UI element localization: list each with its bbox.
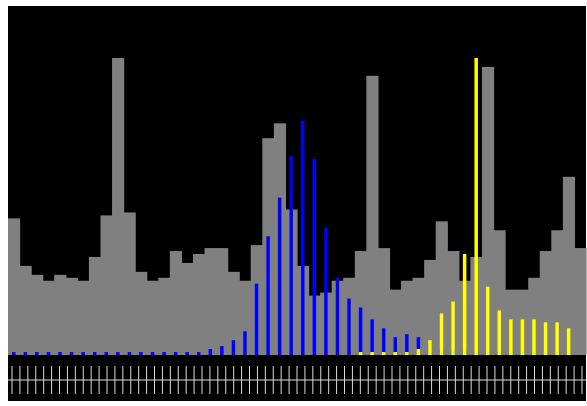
blue-bar-18 [220,346,224,355]
gray-bar-46 [539,251,552,355]
gray-bar-11 [135,271,148,355]
gray-bar-0 [8,218,21,355]
yellow-bar-47 [555,322,559,355]
gray-bar-49 [574,248,587,355]
blue-bar-32 [381,328,386,355]
blue-bar-5 [69,352,74,355]
blue-bar-23 [277,197,282,355]
blue-bar-20 [243,331,247,355]
yellow-bar-40 [474,58,478,355]
gray-bar-19 [227,271,240,355]
yellow-bar-31 [370,352,374,355]
gray-bar-17 [204,248,217,355]
gray-bar-33 [389,289,402,355]
blue-bar-13 [162,352,166,355]
yellow-bar-35 [416,349,421,355]
blue-bar-35 [416,337,421,355]
blue-bar-0 [12,352,16,355]
blue-bar-8 [104,352,108,355]
blue-bar-14 [173,352,178,355]
blue-bar-11 [139,352,143,355]
blue-bar-28 [335,277,340,355]
gray-bar-30 [354,251,367,355]
blue-bar-17 [208,349,213,355]
gray-bar-12 [146,280,159,355]
gray-bar-37 [435,221,448,355]
blue-bar-24 [289,156,293,355]
gray-bar-45 [528,277,541,355]
gray-bar-42 [493,230,506,355]
blue-bar-10 [127,352,132,355]
yellow-bar-45 [532,319,536,355]
yellow-bar-30 [358,352,363,355]
blue-bar-21 [254,283,259,355]
blue-bar-15 [185,352,189,355]
blue-bar-29 [347,298,351,355]
yellow-series-layer [358,58,571,355]
yellow-bar-43 [509,319,513,355]
blue-bar-9 [116,352,120,355]
blue-bar-30 [358,307,363,355]
gray-bar-5 [65,277,78,355]
yellow-bar-34 [405,352,409,355]
gray-bar-2 [31,274,44,355]
gray-bar-48 [562,176,576,355]
gray-bar-10 [123,212,136,355]
blue-bar-27 [324,227,328,355]
gray-bar-1 [19,265,32,355]
blue-bar-6 [81,352,85,355]
gray-bar-36 [424,259,437,355]
gray-bar-35 [412,277,425,355]
yellow-bar-36 [428,340,432,355]
yellow-bar-44 [520,319,525,355]
blue-bar-25 [301,120,305,356]
blue-bar-3 [46,352,51,355]
gray-bar-3 [42,280,55,355]
yellow-bar-32 [381,352,386,355]
gray-bar-7 [88,256,102,355]
yellow-bar-48 [566,328,571,355]
scale-ticks [8,366,586,394]
gray-bar-47 [551,230,564,355]
gray-bar-6 [77,280,90,355]
gray-bar-13 [158,277,171,355]
gray-bar-15 [181,262,194,355]
gray-bar-34 [401,280,414,355]
blue-bar-4 [58,352,62,355]
blue-bar-26 [312,158,317,355]
blue-series-layer [12,120,502,356]
yellow-bar-42 [497,310,502,355]
blue-bar-19 [231,340,236,355]
blue-bar-16 [197,352,201,355]
blue-bar-22 [266,236,270,355]
yellow-bar-41 [486,286,490,355]
blue-bar-1 [23,352,28,355]
gray-bar-20 [239,280,252,355]
gray-bar-14 [169,251,182,355]
gray-bar-8 [100,215,113,355]
yellow-bar-37 [439,313,444,355]
yellow-bar-38 [451,301,455,355]
yellow-bar-39 [462,254,467,355]
gray-bar-4 [54,274,67,355]
blue-bar-34 [405,334,409,355]
blue-bar-7 [92,352,97,355]
yellow-bar-46 [543,322,548,355]
gray-bar-41 [481,66,495,355]
blue-bar-31 [370,319,374,355]
gray-bar-32 [377,248,391,355]
gray-bar-16 [192,254,206,355]
yellow-bar-33 [393,352,397,355]
blue-bar-12 [150,352,155,355]
gray-bar-18 [216,248,229,355]
gray-bar-31 [366,75,379,355]
blue-bar-2 [35,352,39,355]
blue-bar-33 [393,337,397,355]
gray-series-layer [8,58,587,355]
gray-bar-9 [112,58,125,355]
